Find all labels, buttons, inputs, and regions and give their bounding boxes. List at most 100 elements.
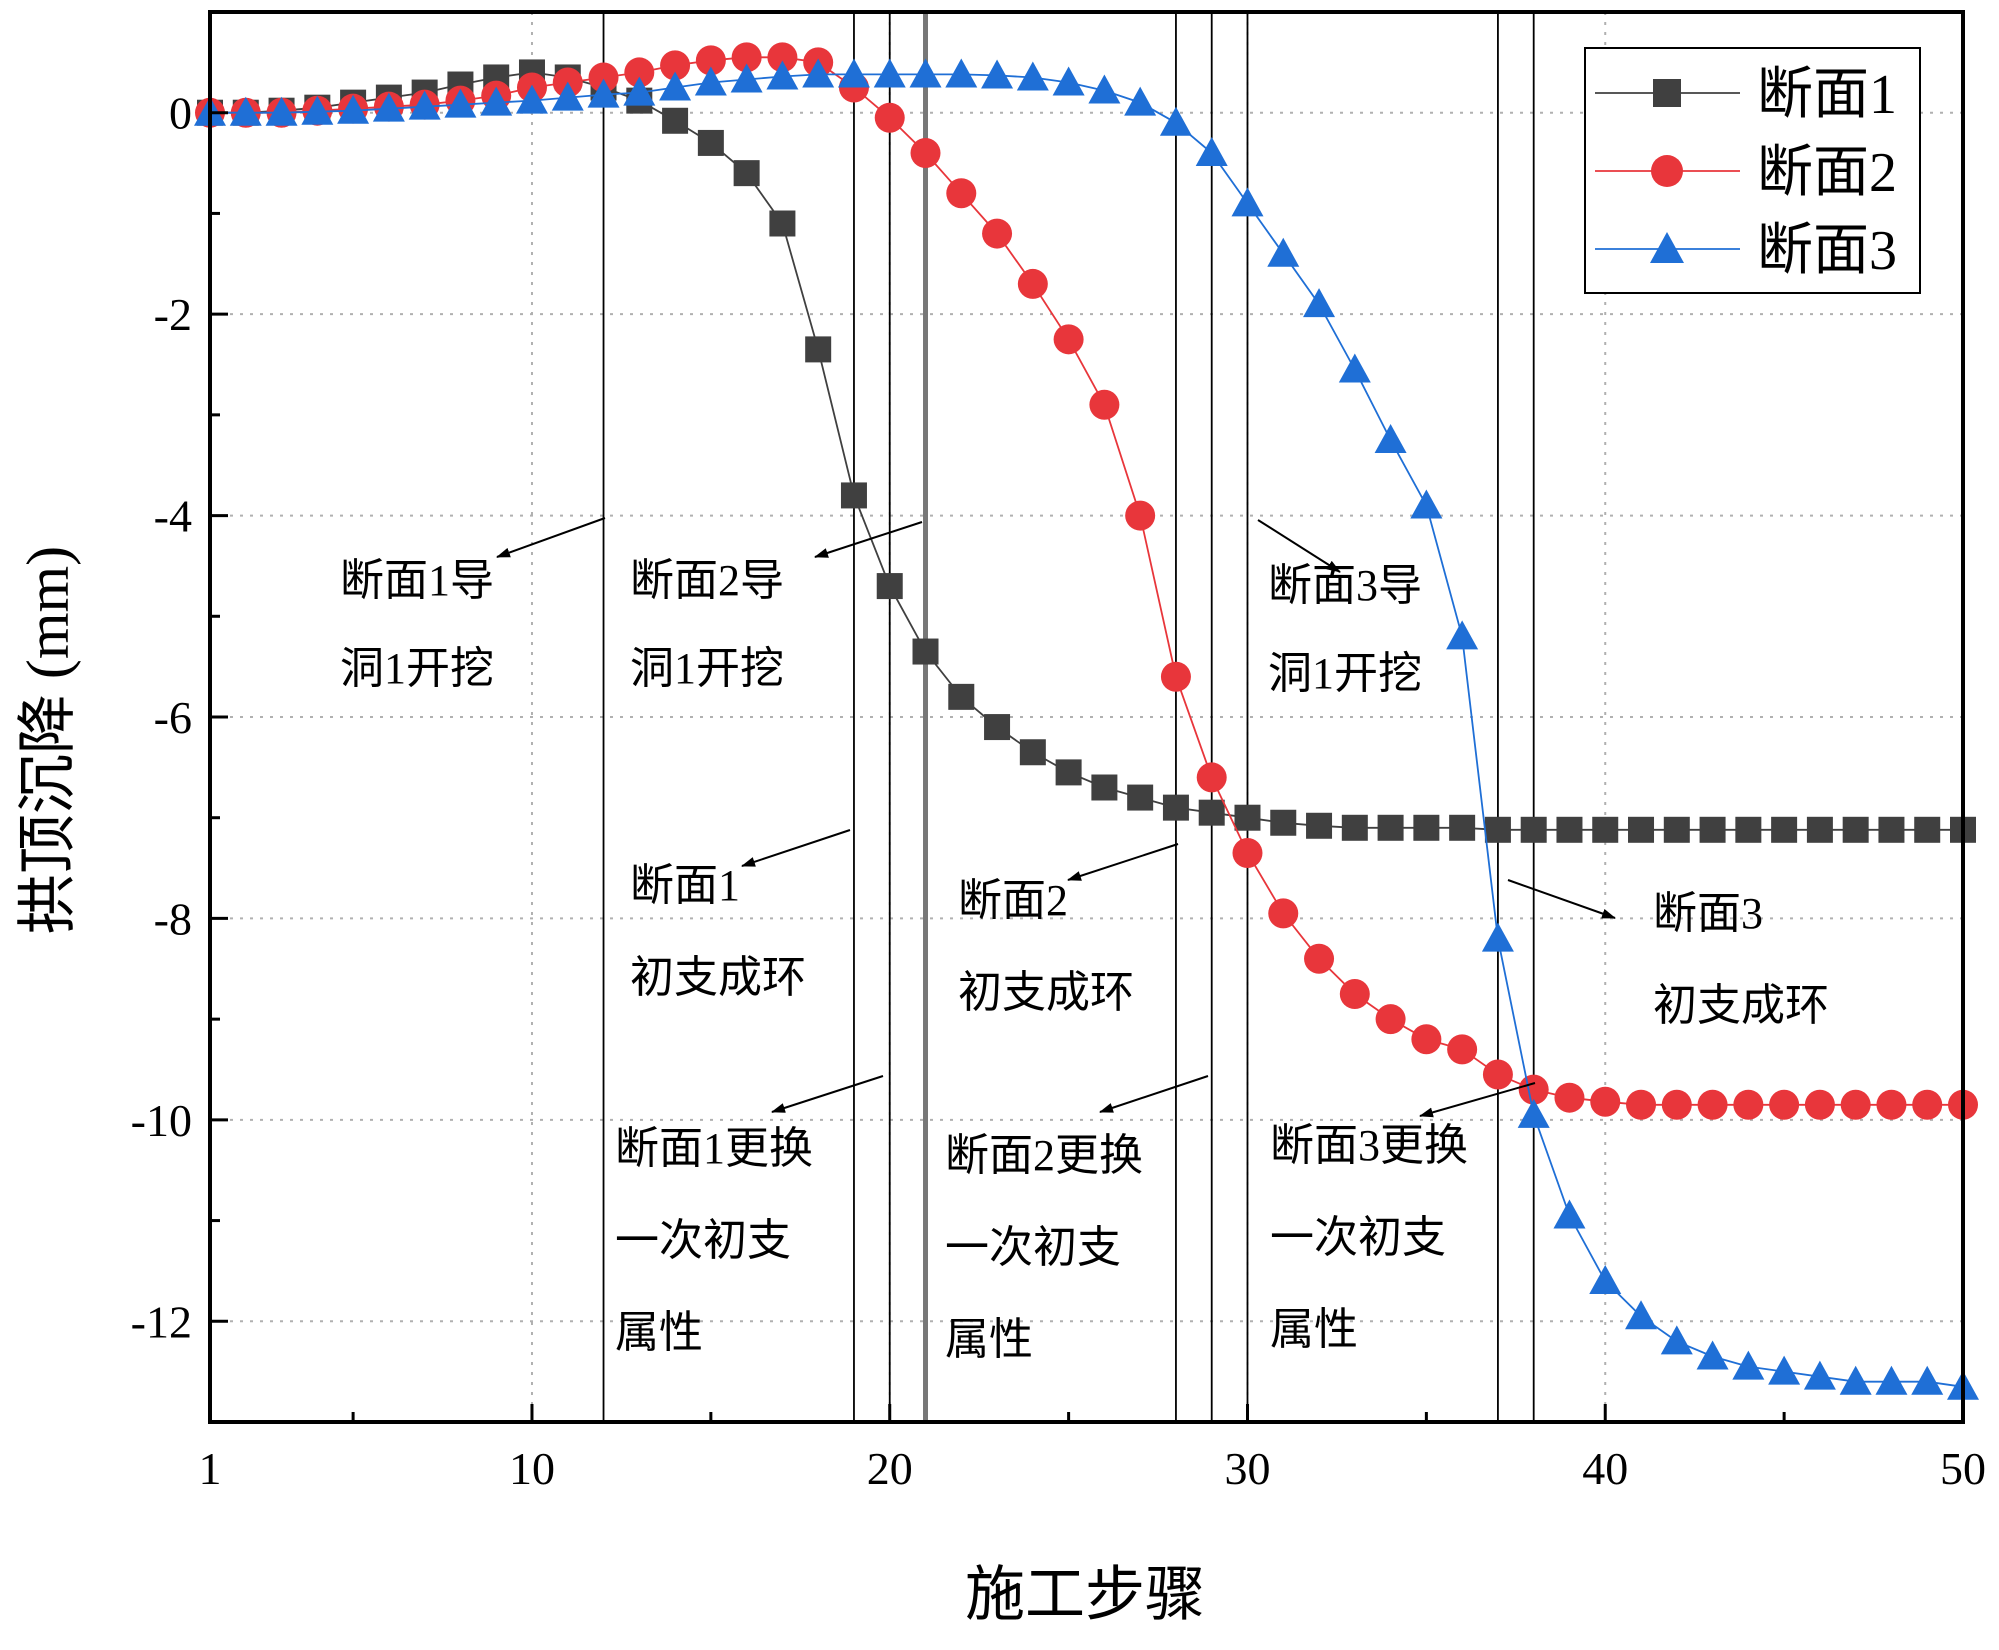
legend-marker-circle: [1651, 155, 1683, 187]
data-point-circle: [1017, 268, 1048, 299]
data-point-square: [1806, 816, 1833, 843]
data-point-triangle: [1660, 1325, 1693, 1355]
data-point-circle: [624, 57, 655, 88]
y-tick-label: -12: [131, 1296, 192, 1347]
data-point-square: [1628, 816, 1655, 843]
data-point-circle: [1232, 837, 1263, 868]
annotation-arrow: [741, 829, 851, 867]
data-point-circle: [731, 42, 762, 73]
data-point-triangle: [1481, 922, 1514, 952]
data-point-square: [1699, 816, 1726, 843]
data-point-triangle: [1159, 106, 1192, 136]
data-point-square: [1306, 812, 1333, 839]
y-tick-label: 0: [169, 88, 192, 139]
annotation-text: 初支成环: [958, 968, 1134, 1017]
annotation-text: 断面1更换: [615, 1124, 813, 1173]
y-tick-label: -4: [154, 491, 192, 542]
x-tick-label: 10: [509, 1443, 555, 1494]
data-point-square: [948, 683, 975, 710]
data-point-square: [1162, 794, 1189, 821]
data-point-square: [1413, 814, 1440, 841]
data-point-circle: [695, 45, 726, 76]
data-point-square: [1663, 816, 1690, 843]
data-point-triangle: [1625, 1300, 1658, 1330]
data-point-square: [1449, 814, 1476, 841]
annotation-arrow: [1257, 519, 1341, 573]
annotation-arrow: [496, 517, 606, 558]
annotation-text: 洞1开挖: [630, 644, 784, 693]
data-point-square: [662, 107, 689, 134]
data-point-square: [1377, 814, 1404, 841]
data-point-triangle: [1231, 187, 1264, 217]
data-point-triangle: [515, 84, 548, 114]
annotation-text: 断面3更换: [1270, 1121, 1468, 1170]
data-point-circle: [1769, 1089, 1800, 1120]
legend-label: 断面3: [1757, 220, 1897, 282]
annotation-text: 断面2更换: [945, 1131, 1143, 1180]
data-point-triangle: [408, 90, 441, 120]
annotation-text: 断面2: [958, 876, 1068, 925]
data-point-circle: [1304, 943, 1335, 974]
legend-marker-triangle: [1650, 232, 1684, 263]
data-point-square: [1055, 759, 1082, 786]
data-point-triangle: [372, 92, 405, 122]
annotation-text: 一次初支: [615, 1216, 791, 1265]
data-point-triangle: [337, 94, 370, 124]
axes: 施工步骤 拱顶沉降 (mm) 1 10 20 30 40 50 0 -2 -4 -6 -8 -10 -1…: [15, 10, 1986, 1628]
data-point-triangle: [1124, 86, 1157, 116]
y-tick-label: -8: [154, 893, 192, 944]
data-point-triangle: [587, 78, 620, 108]
data-point-triangle: [945, 58, 978, 88]
reference-lines: [602, 12, 1535, 1422]
data-point-triangle: [1732, 1350, 1765, 1380]
annotation-text: 断面1: [630, 861, 740, 910]
data-point-triangle: [1589, 1265, 1622, 1294]
legend: 断面1 断面2 断面3: [1584, 47, 1921, 294]
data-point-triangle: [766, 60, 799, 90]
data-point-square: [1019, 739, 1046, 766]
data-point-triangle: [1052, 66, 1085, 96]
data-point-triangle: [1195, 137, 1228, 166]
data-point-circle: [1160, 661, 1191, 692]
annotation-text: 断面3导: [1268, 561, 1422, 610]
data-point-triangle: [265, 96, 298, 126]
data-point-circle: [1733, 1089, 1764, 1120]
annotation-arrow: [814, 521, 923, 558]
data-point-circle: [1089, 389, 1120, 420]
x-axis-title: 施工步骤: [965, 1562, 1205, 1628]
data-point-triangle: [1768, 1355, 1801, 1385]
series-2: [195, 42, 1978, 1120]
y-tick-label: -6: [154, 692, 192, 743]
annotation-s2-ring: 断面2 初支成环: [958, 843, 1179, 1017]
data-point-triangle: [1911, 1365, 1944, 1395]
y-tick-label: -10: [131, 1095, 192, 1146]
data-point-triangle: [981, 59, 1014, 89]
legend-item: 断面3: [1595, 220, 1897, 282]
x-tick-label: 1: [199, 1443, 222, 1494]
data-point-circle: [1912, 1089, 1943, 1120]
data-point-circle: [874, 102, 905, 133]
data-point-triangle: [480, 86, 513, 116]
data-point-circle: [1053, 324, 1084, 355]
data-point-square: [1520, 816, 1547, 843]
annotation-text: 属性: [615, 1308, 703, 1357]
data-point-circle: [1447, 1034, 1478, 1065]
data-point-triangle: [1839, 1365, 1872, 1395]
data-point-square: [697, 129, 724, 156]
data-point-circle: [1876, 1089, 1907, 1120]
x-tick-label: 30: [1224, 1443, 1270, 1494]
data-point-square: [805, 336, 832, 363]
data-point-square: [1127, 784, 1154, 811]
data-point-circle: [1804, 1089, 1835, 1120]
annotation-text: 初支成环: [630, 953, 806, 1002]
data-point-circle: [1411, 1024, 1442, 1055]
data-point-circle: [1268, 898, 1299, 929]
annotations: 断面1导洞1开挖断面2导洞1开挖断面3导洞1开挖断面1初支成环断面2初支成环断面…: [340, 517, 1829, 1364]
data-point-triangle: [1696, 1340, 1729, 1370]
data-point-circle: [1339, 978, 1370, 1009]
data-point-circle: [1482, 1059, 1513, 1090]
